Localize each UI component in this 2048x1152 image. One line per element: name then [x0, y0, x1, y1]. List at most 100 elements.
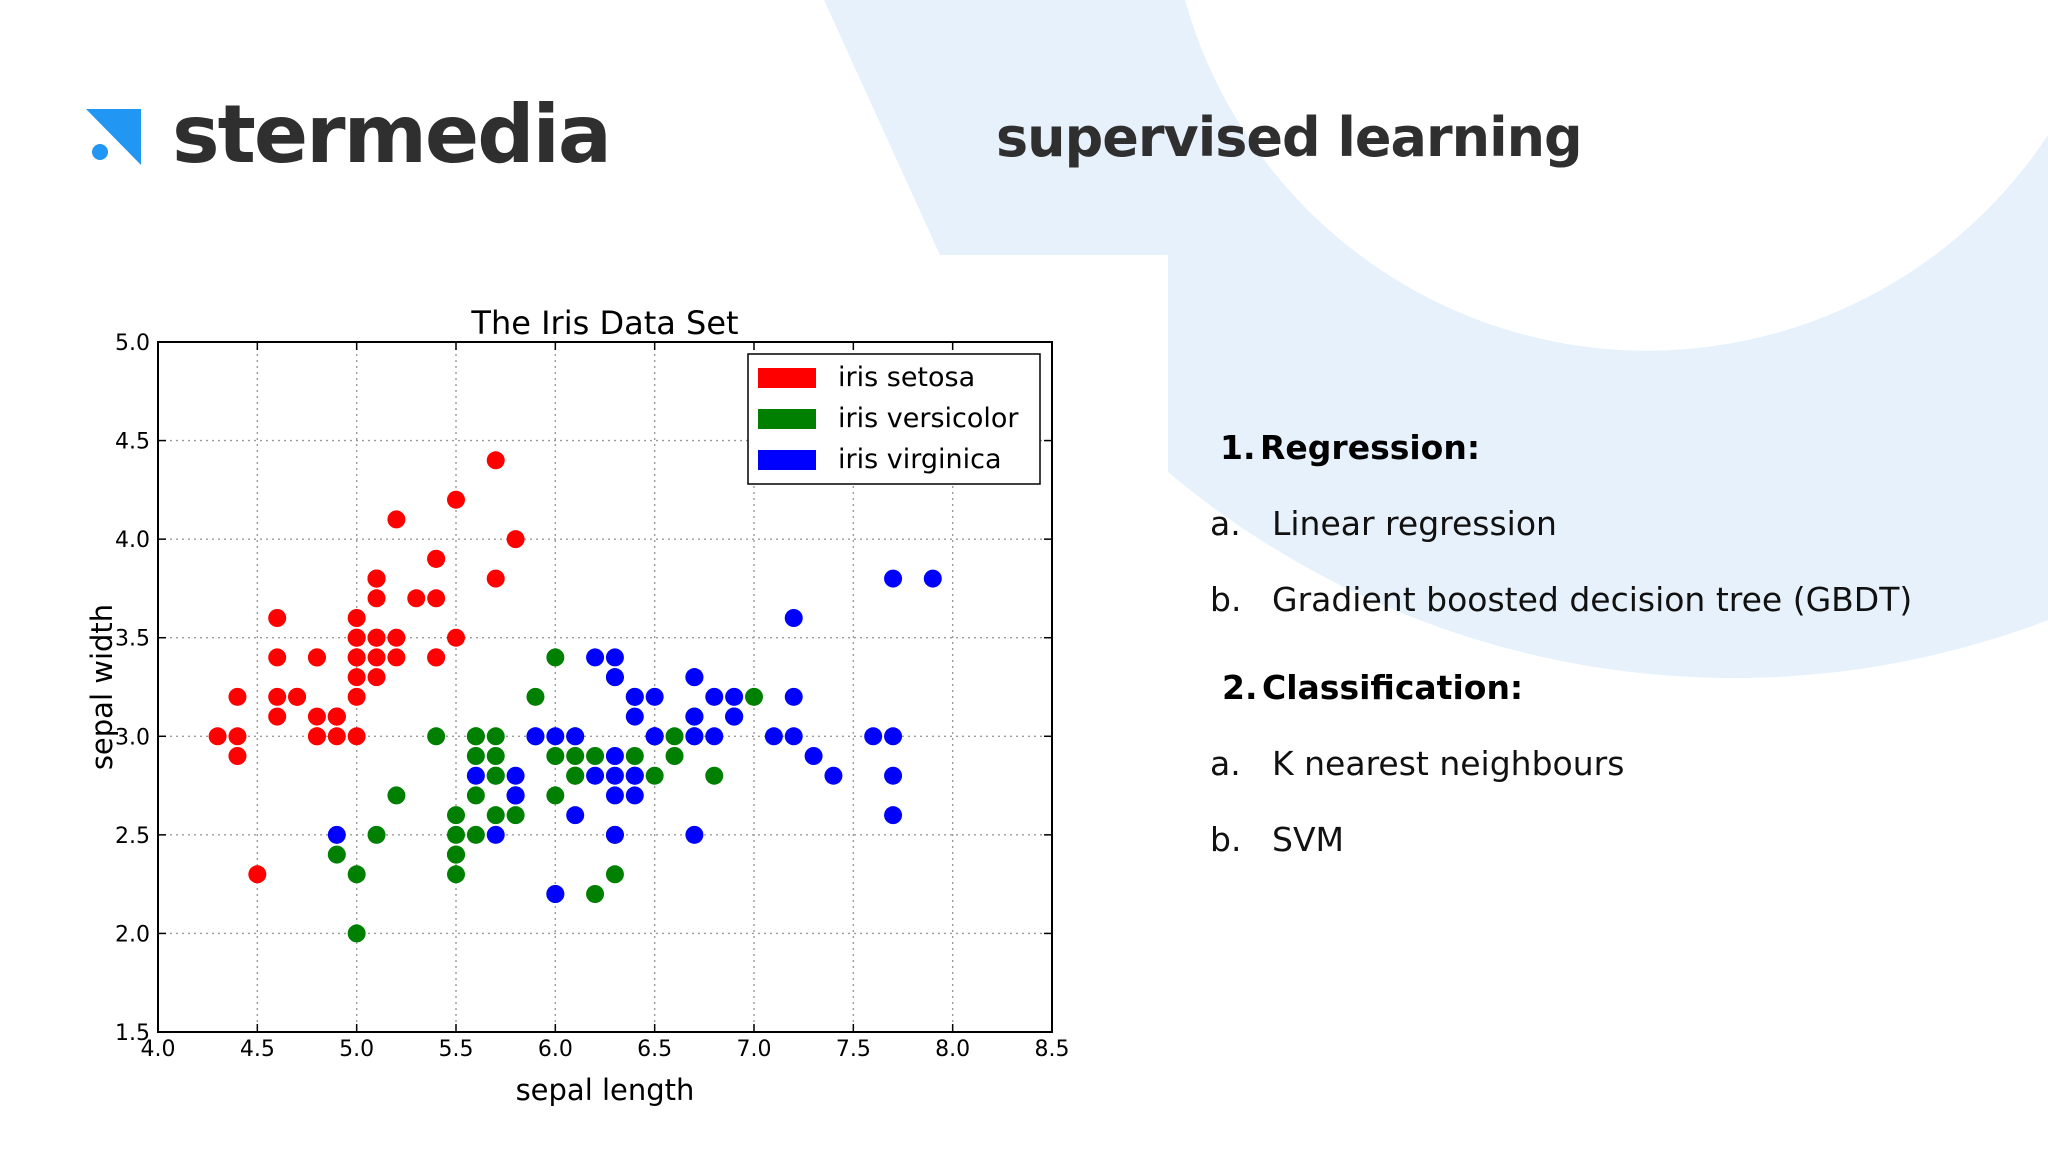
- data-point-iris-versicolor: [466, 747, 485, 765]
- data-point-iris-virginica: [625, 786, 644, 805]
- list-item-knn: a. K nearest neighbours: [1210, 744, 1624, 783]
- data-point-iris-virginica: [625, 707, 644, 726]
- legend-label: iris virginica: [838, 444, 1002, 475]
- data-point-iris-setosa: [228, 687, 247, 706]
- data-point-iris-virginica: [884, 766, 903, 785]
- data-point-iris-virginica: [685, 707, 704, 726]
- data-point-iris-versicolor: [367, 825, 386, 844]
- data-point-iris-virginica: [685, 668, 704, 687]
- legend-label: iris setosa: [838, 362, 975, 393]
- data-point-iris-virginica: [784, 609, 803, 627]
- item-text: Linear regression: [1272, 504, 1557, 543]
- data-point-iris-virginica: [705, 687, 724, 706]
- data-point-iris-setosa: [288, 687, 307, 706]
- data-point-iris-virginica: [605, 668, 624, 687]
- data-point-iris-virginica: [327, 825, 346, 844]
- section-heading-regression: 1. Regression:: [1220, 428, 1480, 467]
- data-point-iris-setosa: [447, 490, 465, 509]
- data-point-iris-virginica: [625, 766, 644, 785]
- data-point-iris-versicolor: [466, 825, 485, 844]
- data-point-iris-virginica: [566, 806, 585, 825]
- data-point-iris-virginica: [784, 687, 803, 706]
- data-point-iris-setosa: [367, 648, 386, 667]
- chart-svg: 4.0 4.5 5.0 5.5 6.0 6.5 7.0 7.5 8.0 8.5 1.5 2.0 2.5 3…: [85, 304, 1070, 1107]
- data-point-iris-setosa: [327, 707, 346, 726]
- plot-frame: [157, 341, 1053, 1033]
- legend-label: iris versicolor: [838, 403, 1019, 434]
- data-point-iris-versicolor: [665, 747, 684, 765]
- data-point-iris-versicolor: [566, 747, 585, 765]
- data-point-iris-setosa: [486, 569, 505, 588]
- data-point-iris-versicolor: [447, 865, 465, 884]
- data-point-iris-versicolor: [466, 727, 485, 746]
- data-point-iris-setosa: [347, 609, 366, 627]
- data-point-iris-versicolor: [486, 806, 505, 825]
- data-point-iris-virginica: [526, 727, 545, 746]
- data-point-iris-versicolor: [625, 747, 644, 765]
- data-point-iris-setosa: [268, 687, 287, 706]
- data-point-iris-virginica: [605, 747, 624, 765]
- data-point-iris-versicolor: [347, 865, 366, 884]
- data-point-iris-versicolor: [705, 766, 724, 785]
- data-point-iris-versicolor: [546, 786, 565, 805]
- data-point-iris-versicolor: [526, 687, 545, 706]
- background-arc-shape: [824, 0, 2048, 679]
- data-point-iris-setosa: [506, 530, 525, 549]
- y-tick-label: 2.5: [115, 824, 150, 849]
- data-point-iris-virginica: [605, 648, 624, 667]
- data-point-iris-setosa: [427, 589, 446, 608]
- item-marker: a.: [1210, 504, 1241, 543]
- data-point-iris-virginica: [486, 825, 505, 844]
- iris-scatter-chart: 4.0 4.5 5.0 5.5 6.0 6.5 7.0 7.5 8.0 8.5 1.5 2.0 2.5 3…: [62, 290, 1092, 1140]
- data-point-iris-virginica: [923, 569, 942, 588]
- data-point-iris-setosa: [268, 648, 287, 667]
- data-point-iris-virginica: [884, 727, 903, 746]
- data-point-iris-versicolor: [586, 885, 605, 903]
- data-point-iris-setosa: [307, 727, 326, 746]
- data-point-iris-virginica: [645, 687, 664, 706]
- data-point-iris-virginica: [546, 885, 565, 903]
- y-tick-label: 3.5: [115, 627, 150, 652]
- x-tick-label: 6.5: [637, 1037, 672, 1062]
- chart-title: The Iris Data Set: [470, 304, 738, 342]
- data-point-iris-versicolor: [665, 727, 684, 746]
- x-tick-label: 8.0: [935, 1037, 970, 1062]
- data-point-iris-virginica: [586, 648, 605, 667]
- section-title: Regression:: [1260, 428, 1481, 467]
- data-point-iris-versicolor: [546, 747, 565, 765]
- data-point-iris-setosa: [407, 589, 426, 608]
- data-point-iris-versicolor: [546, 648, 565, 667]
- data-point-iris-setosa: [486, 451, 505, 470]
- data-point-iris-setosa: [208, 727, 227, 746]
- x-tick-label: 6.0: [538, 1037, 573, 1062]
- data-point-iris-setosa: [347, 628, 366, 647]
- item-marker: a.: [1210, 744, 1241, 783]
- data-point-iris-setosa: [427, 648, 446, 667]
- data-point-iris-virginica: [685, 825, 704, 844]
- data-point-iris-setosa: [347, 648, 366, 667]
- y-tick-label: 3.0: [115, 725, 150, 750]
- section-marker: 2.: [1222, 668, 1258, 707]
- data-point-iris-versicolor: [586, 747, 605, 765]
- list-item-svm: b. SVM: [1210, 820, 1344, 859]
- x-tick-label: 5.0: [339, 1037, 374, 1062]
- y-tick-label: 2.0: [115, 922, 150, 947]
- item-marker: b.: [1210, 580, 1242, 619]
- data-point-iris-virginica: [645, 727, 664, 746]
- data-point-iris-setosa: [228, 747, 247, 765]
- y-tick-label: 4.5: [115, 430, 150, 455]
- data-point-iris-virginica: [764, 727, 783, 746]
- data-point-iris-virginica: [725, 687, 744, 706]
- x-tick-label: 7.5: [836, 1037, 871, 1062]
- data-point-iris-versicolor: [427, 727, 446, 746]
- data-point-iris-versicolor: [447, 806, 465, 825]
- data-point-iris-virginica: [864, 727, 883, 746]
- brand-name: stermedia: [172, 88, 612, 181]
- data-point-iris-virginica: [605, 766, 624, 785]
- legend-swatch: [758, 450, 816, 470]
- list-item-linear-regression: a. Linear regression: [1210, 504, 1557, 543]
- item-text: Gradient boosted decision tree (GBDT): [1272, 580, 1913, 619]
- brand-logo: stermedia: [86, 88, 612, 181]
- section-marker: 1.: [1220, 428, 1256, 467]
